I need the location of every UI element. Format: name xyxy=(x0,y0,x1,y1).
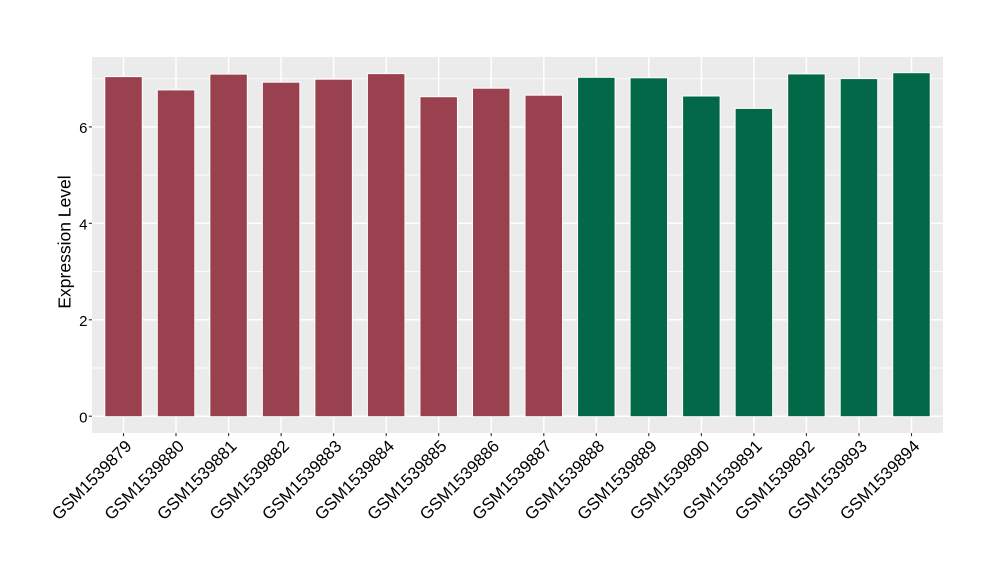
svg-text:0: 0 xyxy=(79,409,87,426)
svg-text:4: 4 xyxy=(79,217,87,234)
svg-text:Expression Level: Expression Level xyxy=(55,175,75,308)
svg-text:2: 2 xyxy=(79,313,87,330)
svg-text:6: 6 xyxy=(79,120,87,137)
